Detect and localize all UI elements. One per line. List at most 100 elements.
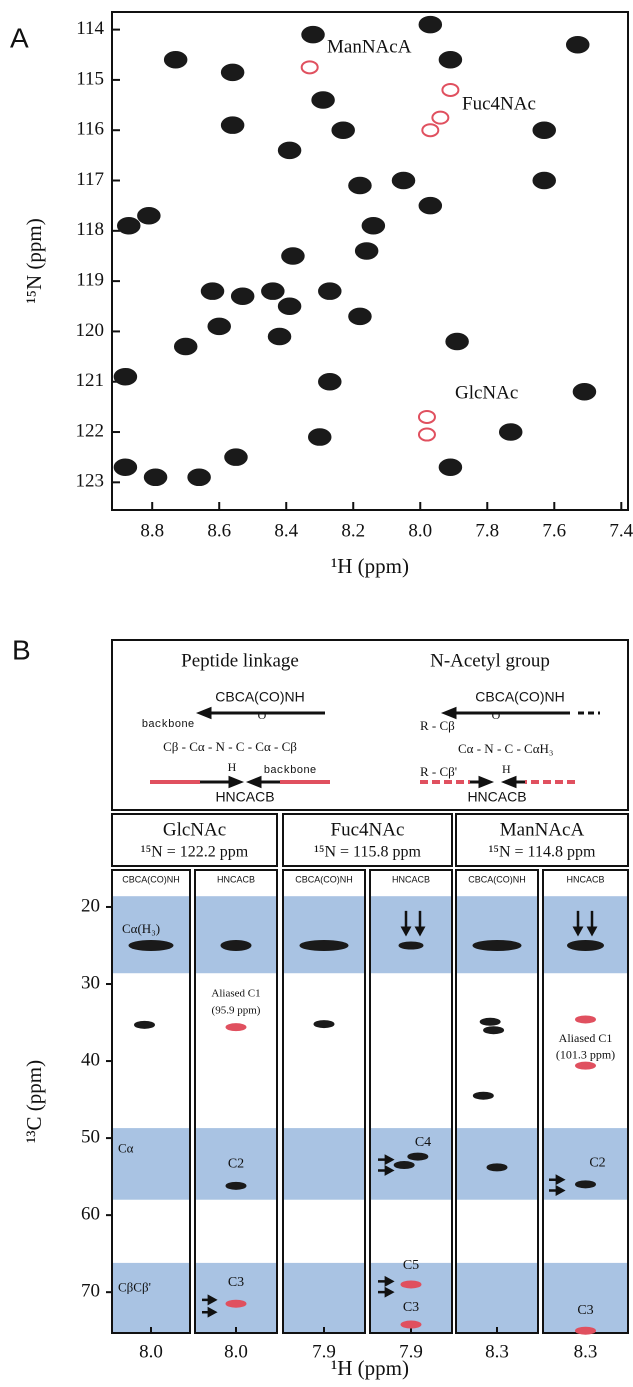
peak [417, 409, 436, 424]
group-subtitle: ¹⁵N = 122.2 ppm [141, 844, 249, 861]
peak-label: C4 [415, 1135, 431, 1150]
band [112, 1262, 190, 1333]
peak [575, 1061, 596, 1070]
peak [400, 1280, 422, 1289]
peak [331, 121, 355, 139]
peak [225, 1299, 247, 1308]
annotation: GlcNAc [455, 382, 518, 403]
peak [225, 1023, 247, 1032]
group-name: ManNAcA [500, 819, 585, 840]
strip-label: HNCACB [217, 874, 255, 884]
strip-label: HNCACB [392, 874, 430, 884]
group-box [111, 813, 278, 867]
x-axis-label: ¹H (ppm) [331, 1356, 409, 1380]
scheme-text: H [228, 760, 237, 774]
scheme-label: HNCACB [467, 789, 526, 805]
peak [277, 141, 302, 160]
x-tick-label: 7.6 [542, 520, 566, 541]
peak [137, 206, 161, 225]
peak [348, 176, 372, 195]
peak [225, 1181, 247, 1190]
peak [472, 939, 522, 951]
group-box [282, 813, 453, 867]
peak [472, 1091, 494, 1100]
band [112, 1128, 190, 1200]
peak [311, 91, 335, 109]
peak [220, 939, 252, 951]
arrow [202, 1294, 218, 1306]
y-tick-label: 115 [76, 68, 104, 89]
group-name: GlcNAc [163, 819, 226, 840]
peak [230, 287, 255, 305]
strip-label: CBCA(CO)NH [295, 874, 353, 884]
peak [418, 196, 443, 215]
scheme-text: Cα - N - C - CαH₃ [458, 741, 553, 756]
peak-label: Aliased C1 [211, 988, 260, 1000]
peak [207, 317, 231, 336]
scheme-label: HNCACB [215, 789, 274, 805]
peak [220, 63, 245, 82]
y-tick-label: 30 [81, 972, 100, 993]
peak [277, 297, 302, 316]
group-subtitle: ¹⁵N = 115.8 ppm [314, 844, 421, 861]
peak [398, 941, 424, 950]
peak-label: C3 [228, 1275, 244, 1290]
band [112, 896, 190, 974]
arrow [549, 1185, 566, 1196]
peak [532, 121, 556, 139]
scheme-text: backbone [142, 719, 195, 731]
peak-label: CβCβ' [118, 1279, 151, 1294]
scheme-text: backbone [264, 765, 317, 777]
arrow [470, 775, 525, 789]
peak [479, 1017, 501, 1026]
arrow [378, 1154, 395, 1166]
peak [300, 60, 319, 75]
peak [301, 25, 325, 44]
x-axis-label: ¹H (ppm) [331, 554, 409, 578]
peak-label: C3 [577, 1303, 593, 1318]
peak [565, 35, 590, 54]
arrow [195, 706, 325, 720]
peak-label: C2 [228, 1157, 244, 1172]
y-tick-label: 122 [76, 420, 105, 441]
y-tick-label: 70 [81, 1281, 100, 1302]
peak [224, 448, 248, 466]
scheme-text: O [492, 708, 501, 722]
peak [417, 427, 436, 442]
arrow [200, 775, 280, 789]
band [283, 896, 365, 974]
band [370, 896, 452, 974]
y-tick-label: 40 [81, 1049, 100, 1070]
peak [445, 332, 469, 351]
peak [173, 337, 198, 356]
arrow [414, 910, 426, 937]
band [456, 896, 538, 974]
arrow [202, 1306, 218, 1318]
peak [575, 1326, 596, 1335]
peak [128, 939, 174, 951]
scheme-text: O [258, 708, 267, 722]
peak-label: C3 [403, 1300, 419, 1315]
peak [391, 171, 416, 190]
peak [318, 372, 342, 391]
y-tick-label: 60 [81, 1203, 100, 1224]
y-tick-label: 20 [81, 895, 100, 916]
peak [187, 468, 211, 487]
arrow [378, 1164, 395, 1176]
peak [348, 307, 372, 326]
y-tick-label: 114 [76, 18, 104, 39]
band [543, 896, 628, 974]
peak [281, 247, 305, 265]
peak [567, 939, 604, 951]
y-tick-label: 116 [76, 119, 104, 140]
band [543, 1262, 628, 1333]
peak [299, 939, 349, 951]
peak [134, 1020, 155, 1029]
panel-label: B [12, 634, 31, 665]
y-axis-label: ¹³C (ppm) [22, 1060, 46, 1143]
arrow [572, 910, 584, 937]
scheme-text: H [502, 762, 511, 776]
peak [361, 217, 386, 235]
peak [200, 282, 225, 300]
